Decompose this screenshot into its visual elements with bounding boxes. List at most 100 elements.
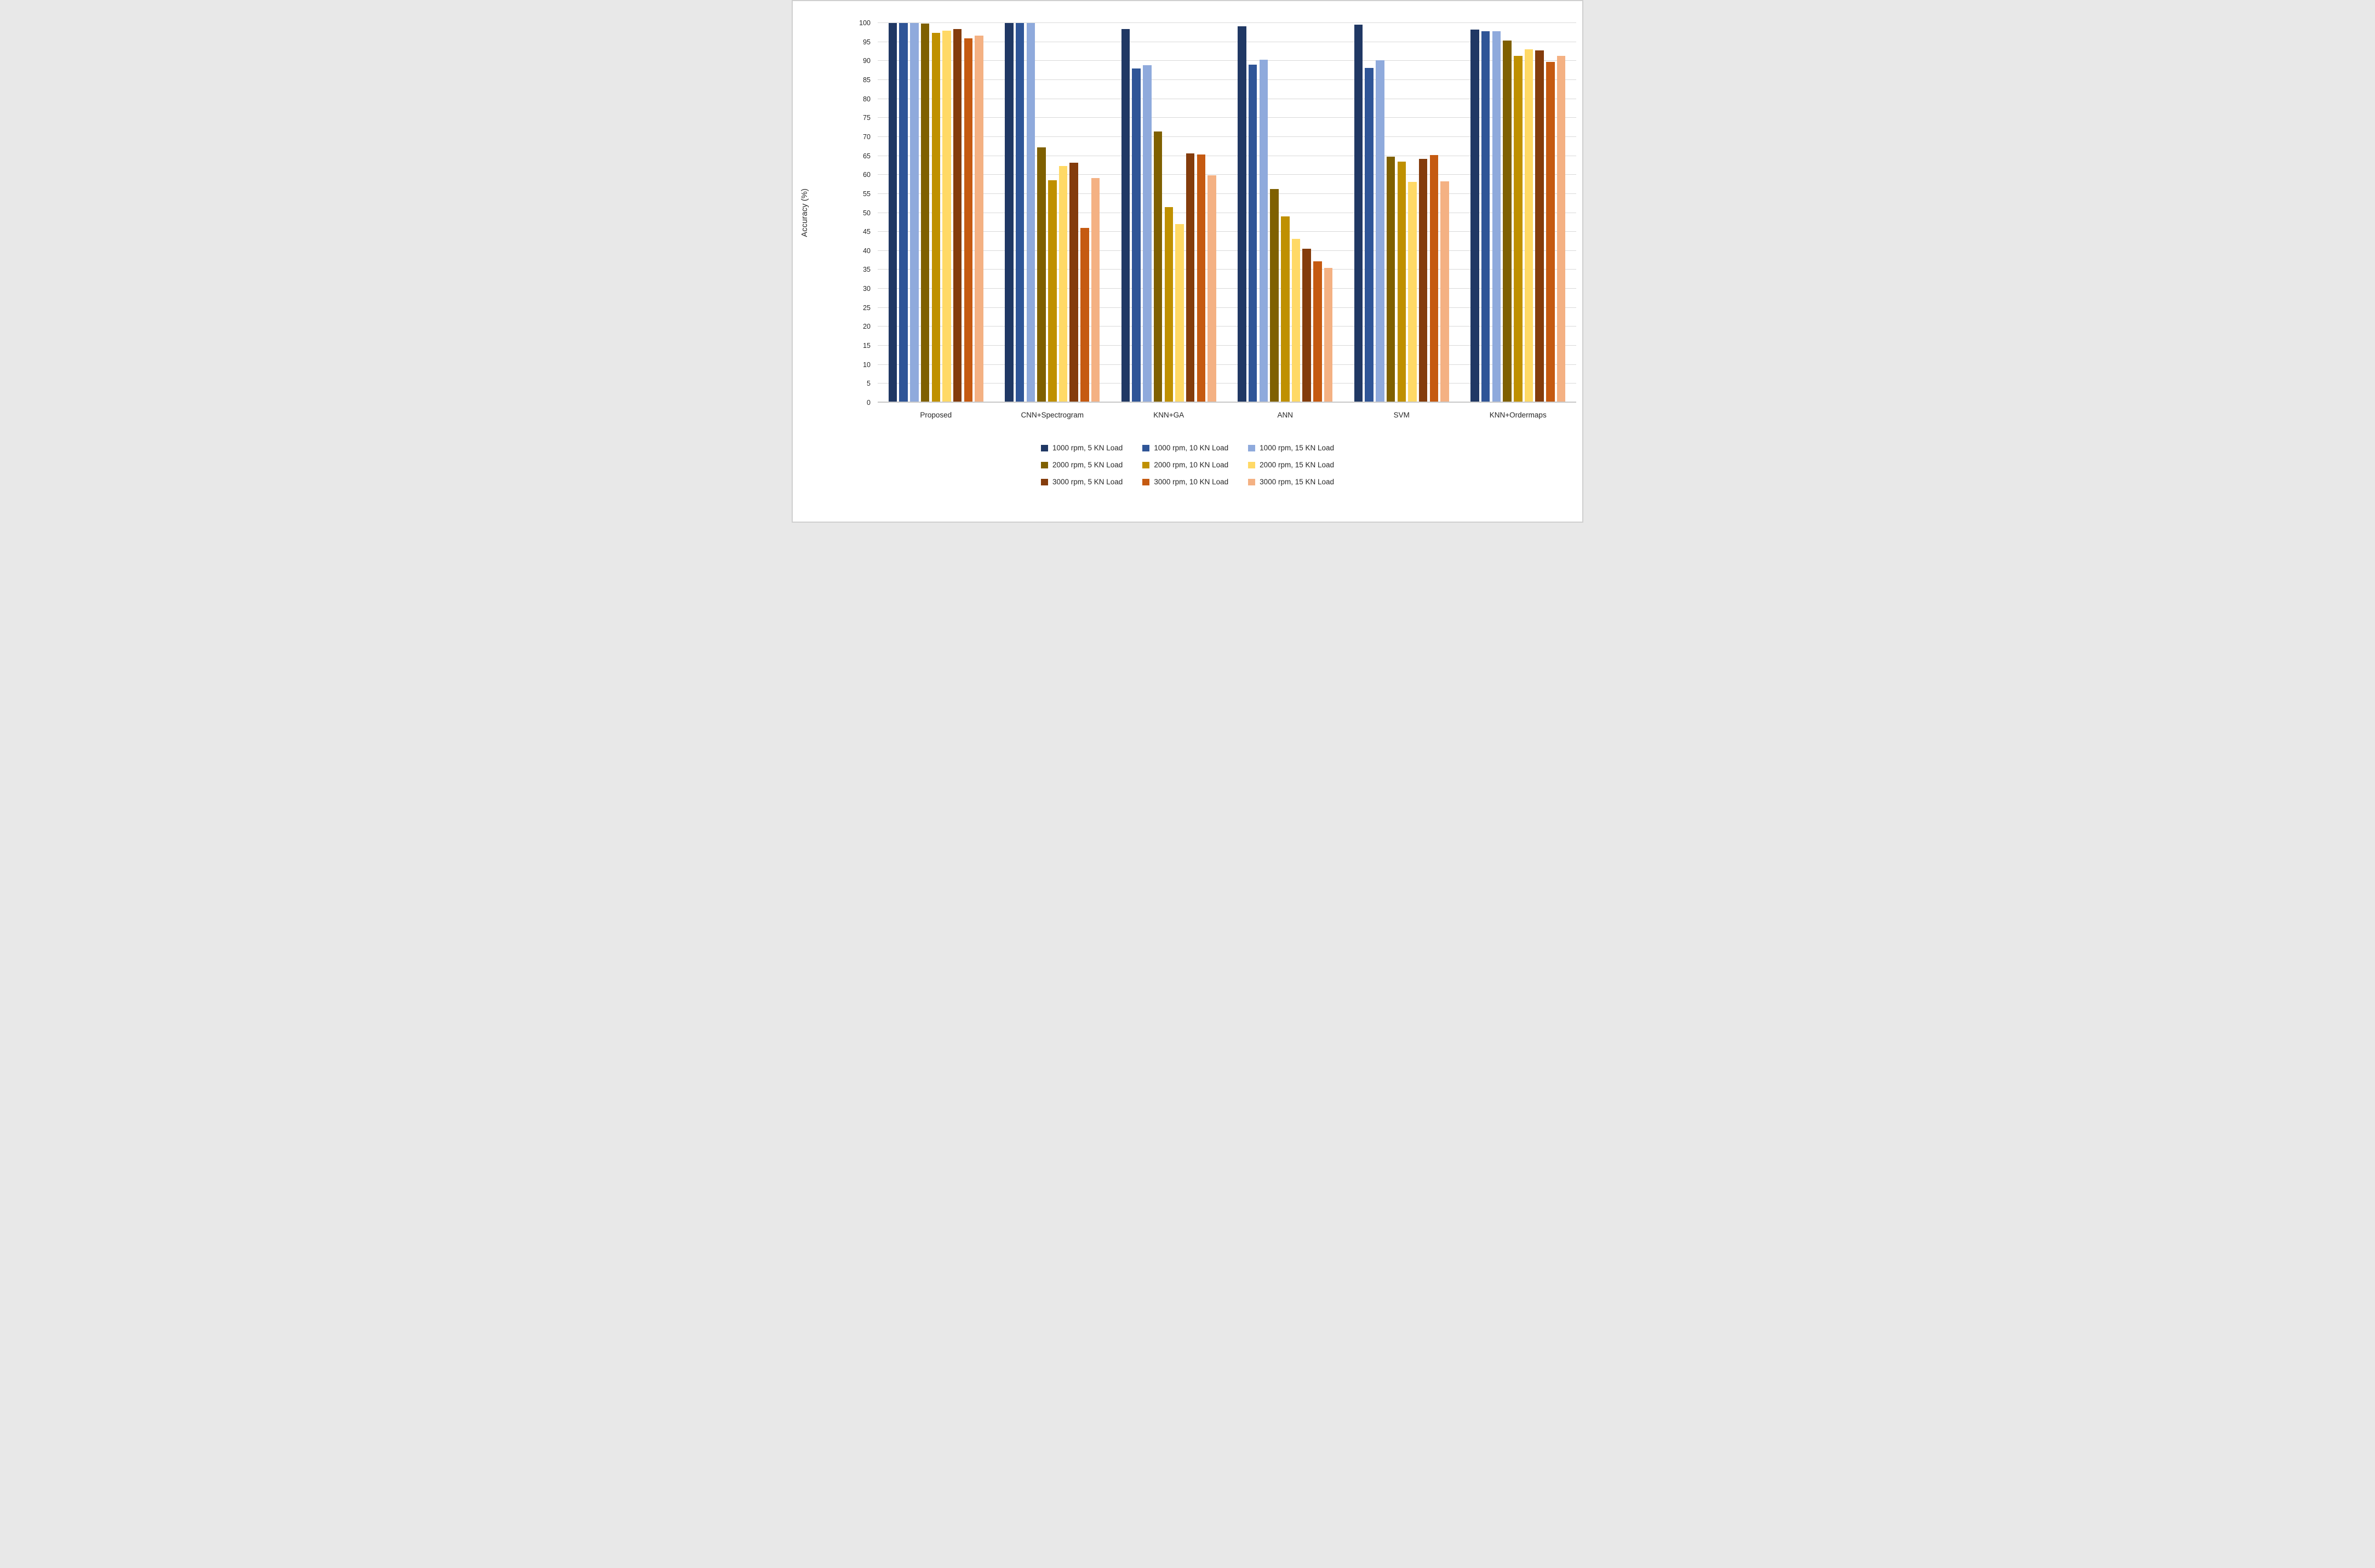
- bar: [1492, 31, 1501, 403]
- y-axis-title-text: Accuracy (%): [800, 188, 809, 237]
- bar: [964, 38, 973, 403]
- legend-item: 1000 rpm, 5 KN Load: [1040, 444, 1123, 452]
- y-tick-label: 55: [863, 190, 871, 198]
- bar: [888, 23, 897, 403]
- bar-group-svm: [1343, 23, 1460, 403]
- gridline: [878, 383, 1576, 384]
- bar: [1048, 180, 1057, 403]
- gridline: [878, 269, 1576, 270]
- bar: [1121, 29, 1130, 403]
- y-tick-label: 35: [863, 266, 871, 274]
- bar: [1386, 156, 1395, 403]
- legend-label: 1000 rpm, 15 KN Load: [1260, 444, 1335, 452]
- y-tick-label: 30: [863, 285, 871, 293]
- gridline: [878, 326, 1576, 327]
- y-tick-label: 50: [863, 209, 871, 217]
- legend-swatch-icon: [1142, 461, 1150, 468]
- bar: [1080, 227, 1089, 403]
- x-category-label: Proposed: [920, 411, 952, 419]
- bar: [1546, 61, 1555, 403]
- bar: [1440, 181, 1449, 403]
- legend-label: 2000 rpm, 5 KN Load: [1052, 461, 1123, 469]
- legend-label: 1000 rpm, 5 KN Load: [1052, 444, 1123, 452]
- legend-label: 3000 rpm, 10 KN Load: [1154, 478, 1229, 486]
- x-axis-category-labels: Proposed CNN+Spectrogram KNN+GA ANN SVM KNN+O…: [878, 411, 1576, 419]
- bar-group-ann: [1227, 23, 1344, 403]
- bar: [1470, 30, 1479, 403]
- bar: [1248, 64, 1257, 403]
- gridline: [878, 288, 1576, 289]
- legend-swatch-icon: [1142, 478, 1150, 485]
- bar: [1503, 40, 1512, 403]
- bar: [1418, 159, 1428, 403]
- bar: [1026, 23, 1035, 403]
- bar: [1281, 216, 1290, 403]
- legend-label: 2000 rpm, 10 KN Load: [1154, 461, 1229, 469]
- bar: [1514, 56, 1523, 403]
- legend-swatch-icon: [1248, 461, 1256, 468]
- bar-group-proposed: [878, 23, 994, 403]
- bar: [1354, 24, 1363, 403]
- bar: [931, 33, 940, 403]
- bar: [1556, 55, 1566, 403]
- legend-item: 1000 rpm, 15 KN Load: [1248, 444, 1334, 452]
- bar: [1186, 153, 1195, 403]
- y-tick-label: 95: [863, 38, 871, 46]
- gridline: [878, 136, 1576, 137]
- bar: [1132, 68, 1141, 403]
- bar: [1153, 131, 1163, 403]
- bar: [1302, 248, 1311, 403]
- gridline: [878, 22, 1576, 23]
- x-category-label: KNN+GA: [1153, 411, 1184, 419]
- bar: [1397, 161, 1406, 403]
- bar: [1259, 59, 1268, 403]
- bar: [1376, 60, 1384, 403]
- bar: [1015, 23, 1025, 403]
- bar: [899, 23, 908, 403]
- legend-swatch-icon: [1040, 478, 1048, 485]
- legend-grid: 1000 rpm, 5 KN Load 1000 rpm, 10 KN Load 1…: [1040, 444, 1334, 486]
- gridline: [878, 79, 1576, 80]
- legend-item: 3000 rpm, 15 KN Load: [1248, 478, 1334, 486]
- gridline: [878, 250, 1576, 251]
- gridline: [878, 174, 1576, 175]
- bar: [1207, 175, 1216, 403]
- x-category-label: KNN+Ordermaps: [1489, 411, 1547, 419]
- gridline: [878, 117, 1576, 118]
- y-tick-label: 15: [863, 342, 871, 350]
- bar: [1270, 188, 1279, 403]
- bar: [1058, 166, 1068, 403]
- x-category-label: CNN+Spectrogram: [1021, 411, 1084, 419]
- bar: [1069, 163, 1078, 403]
- bar: [1324, 268, 1333, 403]
- y-tick-label: 20: [863, 323, 871, 331]
- bar: [1365, 67, 1374, 403]
- gridline: [878, 307, 1576, 308]
- legend-item: 2000 rpm, 5 KN Load: [1040, 461, 1123, 469]
- y-tick-label: 0: [867, 399, 871, 407]
- y-tick-label: 90: [863, 57, 871, 65]
- y-tick-label: 100: [859, 19, 871, 27]
- x-axis-line: [878, 402, 1576, 403]
- legend-swatch-icon: [1040, 444, 1048, 451]
- y-tick-label: 70: [863, 133, 871, 141]
- y-tick-label: 85: [863, 76, 871, 84]
- y-tick-label: 45: [863, 228, 871, 236]
- plot-area: 0 5 10 15 20 25 30 35 40 45 50 55 60 65 70 75 80 85 90 95 10…: [859, 19, 1577, 407]
- legend-item: 3000 rpm, 5 KN Load: [1040, 478, 1123, 486]
- bar: [910, 23, 919, 403]
- y-tick-label: 40: [863, 247, 871, 255]
- y-tick-label: 75: [863, 114, 871, 122]
- y-tick-label: 25: [863, 304, 871, 312]
- legend-swatch-icon: [1248, 478, 1256, 485]
- bar-group-knn-ordermaps: [1460, 23, 1577, 403]
- bar-group-knn-ga: [1111, 23, 1227, 403]
- legend-item: 1000 rpm, 10 KN Load: [1142, 444, 1228, 452]
- x-category-label: ANN: [1277, 411, 1293, 419]
- y-tick-label: 60: [863, 171, 871, 179]
- bar: [920, 24, 930, 403]
- bar: [1143, 65, 1152, 403]
- bar: [1238, 26, 1246, 403]
- bar: [1408, 182, 1417, 403]
- legend-item: 2000 rpm, 10 KN Load: [1142, 461, 1228, 469]
